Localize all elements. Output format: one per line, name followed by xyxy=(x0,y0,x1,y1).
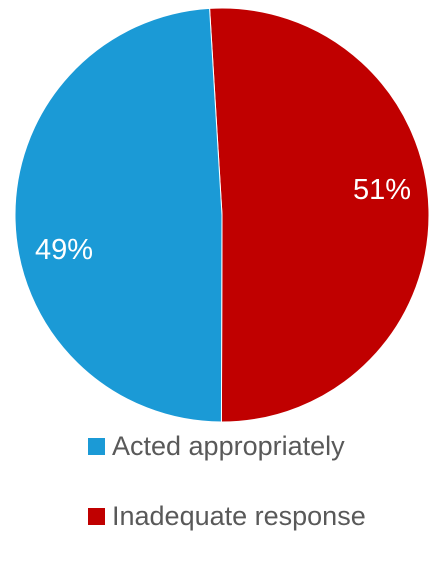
legend-label-inadequate-response: Inadequate response xyxy=(112,500,366,531)
pie-slice-inadequate-response xyxy=(209,7,430,423)
data-label-acted-appropriately: 49% xyxy=(35,234,93,266)
legend-swatch-inadequate-response xyxy=(88,507,105,525)
data-label-inadequate-response: 51% xyxy=(353,174,411,206)
legend-swatch-acted-appropriately xyxy=(88,437,105,455)
legend: Acted appropriately Inadequate response xyxy=(88,422,366,562)
legend-item-inadequate-response: Inadequate response xyxy=(88,492,366,540)
legend-item-acted-appropriately: Acted appropriately xyxy=(88,422,366,470)
pie-chart: 49% 51% Acted appropriately Inadequate re… xyxy=(14,7,430,531)
pie-plot-area: 49% 51% xyxy=(14,7,430,423)
legend-label-acted-appropriately: Acted appropriately xyxy=(112,430,345,461)
pie-slice-acted-appropriately xyxy=(14,7,223,423)
